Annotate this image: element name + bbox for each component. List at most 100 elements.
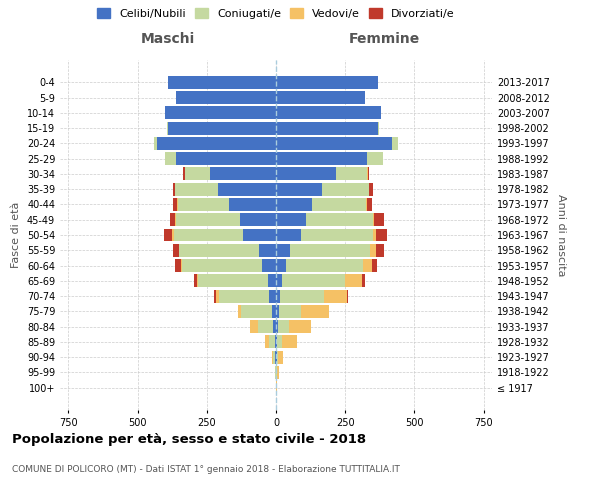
Bar (241, 305, 272, 318)
Bar (209, 168, 276, 180)
Bar (371, 259, 377, 272)
Bar (276, 228, 301, 241)
Bar (175, 214, 176, 226)
Bar (367, 152, 383, 165)
Bar (276, 137, 392, 150)
Bar (229, 198, 276, 211)
Bar (276, 290, 280, 302)
Bar (273, 320, 276, 333)
Bar (367, 198, 373, 211)
Bar (272, 350, 273, 364)
Bar (276, 214, 307, 226)
Bar (181, 259, 182, 272)
Bar (214, 290, 217, 302)
Bar (178, 198, 229, 211)
Bar (281, 274, 345, 287)
Bar (363, 259, 371, 272)
Bar (168, 122, 276, 134)
Bar (276, 244, 290, 256)
Bar (268, 274, 276, 287)
Bar (175, 182, 218, 196)
Legend: Celibi/Nubili, Coniugati/e, Vedovi/e, Divorziati/e: Celibi/Nubili, Coniugati/e, Vedovi/e, Di… (97, 8, 455, 19)
Bar (197, 274, 199, 287)
Bar (307, 214, 373, 226)
Bar (176, 91, 276, 104)
Bar (276, 198, 312, 211)
Bar (175, 259, 181, 272)
Bar (392, 137, 398, 150)
Bar (276, 152, 367, 165)
Bar (301, 305, 329, 318)
Bar (376, 244, 384, 256)
Bar (165, 106, 276, 120)
Bar (164, 228, 172, 241)
Bar (276, 91, 365, 104)
Bar (276, 182, 322, 196)
Text: Femmine: Femmine (349, 32, 419, 46)
Bar (376, 228, 387, 241)
Bar (172, 228, 173, 241)
Bar (347, 290, 348, 302)
Bar (194, 274, 197, 287)
Bar (280, 290, 325, 302)
Bar (362, 274, 365, 287)
Bar (312, 198, 366, 211)
Bar (366, 198, 367, 211)
Bar (345, 274, 362, 287)
Bar (173, 182, 175, 196)
Bar (238, 305, 241, 318)
Bar (165, 152, 176, 165)
Bar (374, 214, 384, 226)
Bar (290, 244, 370, 256)
Bar (243, 228, 276, 241)
Bar (259, 244, 276, 256)
Bar (272, 305, 276, 318)
Bar (278, 320, 289, 333)
Bar (273, 350, 275, 364)
Text: Popolazione per età, sesso e stato civile - 2018: Popolazione per età, sesso e stato civil… (12, 432, 366, 446)
Bar (170, 214, 175, 226)
Bar (262, 259, 276, 272)
Bar (276, 336, 277, 348)
Bar (179, 244, 259, 256)
Bar (370, 244, 376, 256)
Bar (335, 168, 367, 180)
Bar (373, 228, 376, 241)
Bar (370, 182, 373, 196)
Bar (322, 182, 369, 196)
Bar (278, 350, 283, 364)
Bar (185, 168, 209, 180)
Bar (218, 182, 276, 196)
Bar (199, 274, 268, 287)
Bar (368, 168, 369, 180)
Bar (373, 214, 374, 226)
Bar (276, 259, 286, 272)
Bar (157, 137, 276, 150)
Y-axis label: Fasce di età: Fasce di età (11, 202, 21, 268)
Bar (173, 244, 179, 256)
Bar (250, 320, 258, 333)
Bar (276, 274, 281, 287)
Bar (217, 290, 219, 302)
Bar (176, 214, 240, 226)
Bar (325, 290, 347, 302)
Bar (276, 122, 379, 134)
Bar (269, 336, 275, 348)
Bar (176, 152, 276, 165)
Bar (276, 76, 379, 89)
Bar (173, 228, 243, 241)
Bar (265, 336, 269, 348)
Bar (277, 336, 281, 348)
Bar (276, 168, 335, 180)
Text: Maschi: Maschi (141, 32, 195, 46)
Bar (276, 305, 279, 318)
Bar (289, 320, 311, 333)
Bar (286, 259, 363, 272)
Bar (301, 228, 373, 241)
Bar (276, 106, 381, 120)
Bar (168, 76, 276, 89)
Y-axis label: Anni di nascita: Anni di nascita (556, 194, 566, 276)
Bar (275, 336, 276, 348)
Bar (277, 366, 279, 379)
Bar (219, 290, 269, 302)
